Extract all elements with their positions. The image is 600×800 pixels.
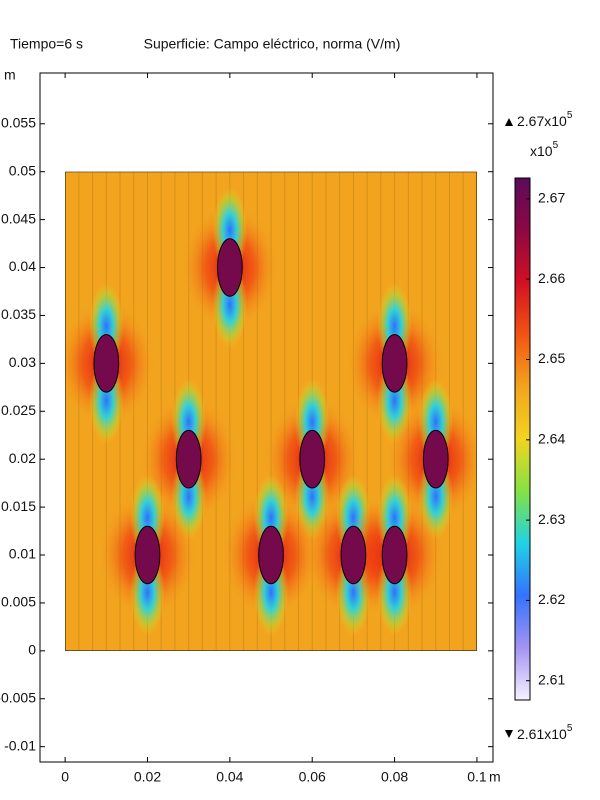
x-tick-label: 0.02	[134, 769, 161, 785]
field	[65, 171, 477, 651]
inclusion	[340, 525, 367, 585]
y-tick-label: 0.055	[1, 114, 36, 130]
max-label: 2.67x105	[517, 110, 573, 129]
colorbar-tick-label: 2.64	[538, 431, 565, 447]
colorbar-tick-label: 2.66	[538, 270, 565, 286]
plot-frame	[39, 72, 494, 763]
y-tick-label: 0.01	[9, 546, 36, 562]
inclusion	[299, 429, 326, 489]
y-tick-label: -0.01	[4, 737, 36, 753]
x-tick-label: 0.1	[467, 769, 487, 785]
y-tick-label: 0	[28, 642, 36, 658]
inclusion	[381, 334, 408, 393]
colorbar-tick-label: 2.65	[538, 350, 565, 366]
y-tick-label: 0.015	[1, 498, 36, 514]
min-label: 2.61x105	[517, 723, 573, 742]
max-label-base: 2.67x10	[517, 113, 567, 129]
x-tick-label: 0.04	[216, 769, 243, 785]
min-label-base: 2.61x10	[517, 726, 567, 742]
multiplier: x105	[530, 140, 559, 159]
y-unit: m	[4, 67, 16, 83]
time-label: Tiempo=6 s	[10, 36, 83, 52]
y-tick-label: 0.035	[1, 306, 36, 322]
inclusion	[258, 525, 284, 585]
chart-title: Superficie: Campo eléctrico, norma (V/m)	[144, 36, 401, 52]
max-label-exp: 5	[567, 110, 573, 121]
x-tick-label: 0	[61, 769, 69, 785]
y-tick-label: 0.005	[1, 594, 36, 610]
inclusion	[175, 429, 202, 489]
colorbar	[514, 177, 531, 701]
min-marker	[505, 730, 513, 738]
inclusion	[216, 238, 243, 297]
y-tick-label: 0.045	[1, 210, 36, 226]
inclusion	[93, 334, 120, 393]
multiplier-base: x10	[530, 143, 553, 159]
colorbar-tick-label: 2.67	[538, 190, 565, 206]
x-tick-label: 0.06	[299, 769, 326, 785]
y-tick-label: 0.04	[9, 258, 36, 274]
x-tick-label: 0.08	[381, 769, 408, 785]
max-marker	[505, 118, 513, 126]
y-tick-label: 0.05	[9, 162, 36, 178]
y-tick-label: 0.03	[9, 354, 36, 370]
y-tick-label: 0.02	[9, 450, 36, 466]
colorbar-tick-label: 2.62	[538, 591, 565, 607]
y-tick-label: 0.025	[1, 402, 36, 418]
multiplier-exp: 5	[553, 140, 559, 151]
x-unit: m	[489, 769, 501, 785]
inclusion	[422, 429, 449, 489]
inclusion	[134, 525, 161, 585]
colorbar-tick-label: 2.61	[538, 671, 565, 687]
colorbar-tick-label: 2.63	[538, 511, 565, 527]
y-tick-label: -0.005	[0, 689, 36, 705]
min-label-exp: 5	[567, 723, 573, 734]
inclusion	[381, 525, 408, 585]
